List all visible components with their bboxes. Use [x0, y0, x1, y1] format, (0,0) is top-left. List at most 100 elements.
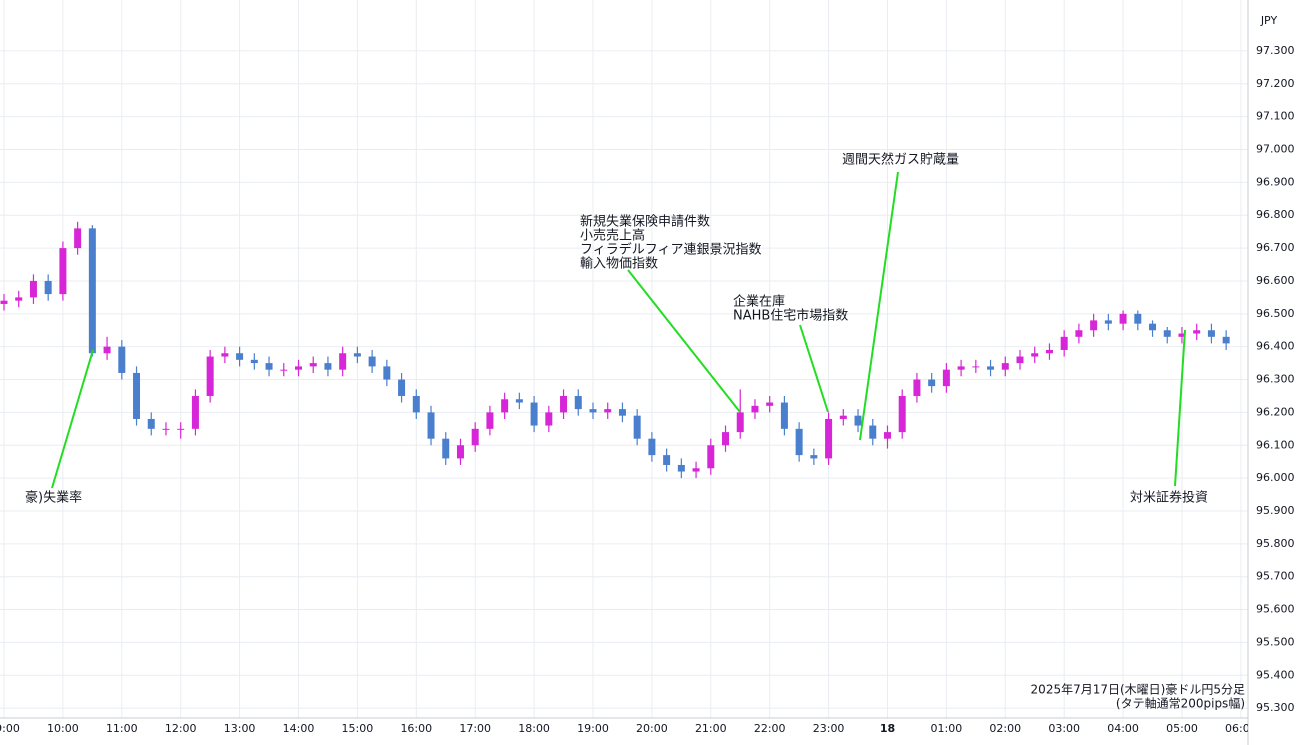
x-tick-label: 10:00: [47, 722, 79, 735]
candle-body: [751, 405, 759, 413]
candle-body: [780, 402, 788, 429]
x-tick-label: 12:00: [165, 722, 197, 735]
candle-body: [1060, 336, 1068, 350]
annotation-leader: [627, 269, 741, 413]
candle-body: [589, 409, 597, 413]
x-tick-label: 21:00: [695, 722, 727, 735]
candle-body: [1075, 330, 1083, 337]
y-tick-label: 96.900: [1256, 175, 1295, 188]
candle-body: [118, 346, 126, 373]
candle-body: [825, 418, 833, 459]
candle-body: [147, 418, 155, 429]
x-tick-label: 04:00: [1107, 722, 1139, 735]
y-tick-label: 95.700: [1256, 570, 1295, 583]
annotation-text: フィラデルフィア連銀景況指数: [580, 242, 761, 258]
candle-body: [221, 353, 229, 357]
candle-body: [795, 428, 803, 456]
footer-line: (タテ軸通常200pips幅): [1116, 696, 1245, 711]
candle-body: [309, 363, 317, 367]
candle-body: [1090, 320, 1098, 331]
candle-body: [1001, 363, 1009, 370]
candle-body: [1119, 313, 1127, 324]
candle-body: [736, 412, 744, 433]
candle-body: [177, 428, 185, 430]
y-tick-label: 96.000: [1256, 471, 1295, 484]
candle-body: [427, 412, 435, 439]
candle-body: [692, 468, 700, 472]
y-axis: 95.300 95.400 95.500 95.600 95.700 95.800 95.9…: [1256, 44, 1295, 714]
candle-body: [1207, 330, 1215, 337]
candle-body: [368, 356, 376, 367]
candle-body: [707, 445, 715, 469]
y-tick-label: 95.400: [1256, 668, 1295, 681]
candle-body: [869, 425, 877, 439]
candle-body: [648, 438, 656, 456]
candle-body: [560, 395, 568, 413]
x-tick-label: 06:00: [1225, 722, 1257, 735]
candle-body: [280, 369, 288, 371]
candle-body: [633, 415, 641, 439]
annotation-text: NAHB住宅市場指数: [733, 308, 848, 324]
candle-body: [898, 395, 906, 433]
candle-body: [265, 363, 273, 370]
annotation-text: 小売売上高: [580, 228, 645, 244]
annotation-text: 対米証券投資: [1130, 490, 1208, 506]
candle-body: [1134, 313, 1142, 324]
y-tick-label: 96.600: [1256, 274, 1295, 287]
y-tick-label: 96.400: [1256, 340, 1295, 353]
candle-body: [1149, 323, 1157, 331]
candle-body: [236, 353, 244, 360]
annotation-leader: [51, 349, 94, 489]
candle-body: [515, 399, 523, 403]
currency-label: JPY: [1260, 14, 1278, 27]
candle-body: [1016, 356, 1024, 364]
annotations: 豪)失業率 新規失業保険申請件数小売売上高フィラデルフィア連銀景況指数輸入物価指数…: [25, 152, 1208, 506]
candle-body: [987, 366, 995, 370]
candle-body: [722, 432, 730, 446]
x-tick-label: 20:00: [636, 722, 668, 735]
annotation-text: 豪)失業率: [25, 490, 82, 506]
candle-body: [324, 363, 332, 370]
x-tick-label: 18: [880, 722, 895, 735]
y-tick-label: 95.600: [1256, 603, 1295, 616]
candle-body: [501, 399, 509, 413]
candle-body: [29, 280, 37, 298]
candle-body: [74, 228, 82, 249]
candle-body: [294, 366, 302, 370]
y-tick-label: 97.100: [1256, 110, 1295, 123]
candle-body: [1031, 353, 1039, 357]
candle-body: [353, 353, 361, 357]
y-tick-label: 96.300: [1256, 373, 1295, 386]
annotation-leader: [859, 171, 899, 441]
candle-body: [942, 369, 950, 387]
x-tick-label: 16:00: [400, 722, 432, 735]
candle-body: [1163, 330, 1171, 337]
y-tick-label: 96.500: [1256, 307, 1295, 320]
x-tick-label: 22:00: [754, 722, 786, 735]
candle-body: [15, 297, 23, 301]
x-tick-label: 18:00: [518, 722, 550, 735]
y-tick-label: 96.100: [1256, 438, 1295, 451]
candle-body: [574, 395, 582, 410]
x-tick-label: 14:00: [283, 722, 315, 735]
candle-body: [1045, 349, 1053, 354]
candle-body: [250, 359, 258, 364]
candle-body: [486, 412, 494, 429]
candle-body: [677, 464, 685, 472]
annotation-leader: [799, 324, 829, 413]
candle-body: [928, 379, 936, 387]
x-tick-label: 01:00: [931, 722, 963, 735]
candle-body: [1104, 320, 1112, 324]
candle-body: [854, 415, 862, 426]
x-tick-label: 03:00: [1048, 722, 1080, 735]
candle-body: [766, 402, 774, 406]
y-tick-label: 95.500: [1256, 635, 1295, 648]
candle-body: [59, 248, 67, 295]
y-tick-label: 95.300: [1256, 701, 1295, 714]
candle-body: [1193, 330, 1201, 334]
candle-body: [957, 366, 965, 370]
annotation-text: 企業在庫: [733, 294, 785, 310]
x-tick-label: 19:00: [577, 722, 609, 735]
candle-body: [883, 432, 891, 439]
